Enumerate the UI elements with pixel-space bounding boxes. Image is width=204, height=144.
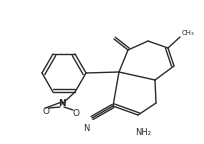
- Text: O: O: [72, 108, 79, 118]
- Text: NH₂: NH₂: [134, 128, 150, 137]
- Text: O: O: [42, 107, 49, 115]
- Text: CH₃: CH₃: [181, 30, 194, 36]
- Text: N: N: [58, 100, 65, 108]
- Text: N: N: [82, 124, 89, 133]
